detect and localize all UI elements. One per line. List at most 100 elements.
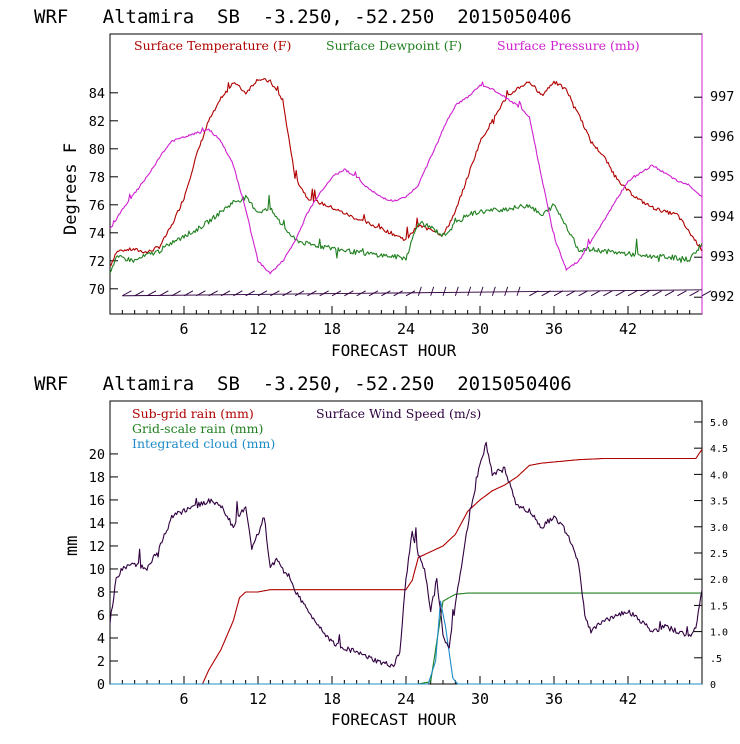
wind-barb <box>664 290 675 297</box>
bottom-y2-tick-label: 1.0 <box>710 628 728 639</box>
bottom-y-tick-label: 4 <box>97 631 105 647</box>
wind-barb <box>689 290 699 297</box>
bottom-series-sub-grid-rain-mm- <box>110 449 703 685</box>
wind-barb <box>171 290 181 297</box>
bottom-y2-tick-label: 5.0 <box>710 418 728 429</box>
wind-barb <box>405 290 416 297</box>
wind-barb <box>368 290 379 297</box>
bottom-y2-tick-label: 0 <box>710 680 716 691</box>
bottom-x-tick-label: 42 <box>619 690 637 708</box>
bottom-y-tick-label: 10 <box>89 562 105 578</box>
bottom-series-integrated-cloud-mm- <box>110 600 702 685</box>
bottom-x-tick-label: 24 <box>397 690 415 708</box>
wind-barb <box>516 286 521 296</box>
bottom-x-tick-label: 12 <box>249 690 267 708</box>
top-series-surface-temperature-f- <box>109 78 703 267</box>
wind-barb <box>590 290 601 297</box>
bottom-y-tick-label: 16 <box>89 493 105 509</box>
top-y-tick-label: 72 <box>89 254 105 270</box>
bottom-series-surface-wind-speed-m-s- <box>109 441 703 668</box>
bottom-y2-tick-label: 2.0 <box>710 575 728 586</box>
top-x-tick-label: 42 <box>619 320 637 338</box>
wind-barb <box>257 290 268 297</box>
wind-barb <box>652 290 662 297</box>
bottom-legend-integrated-cloud: Integrated cloud (mm) <box>132 436 275 451</box>
bottom-y2-tick-label: 3.0 <box>710 523 728 534</box>
wind-barb <box>146 290 157 297</box>
top-x-tick-label: 30 <box>471 320 489 338</box>
wind-barb <box>307 290 317 297</box>
wind-barb <box>294 290 305 297</box>
top-series-surface-pressure-mb- <box>109 81 703 275</box>
wind-barb <box>159 290 169 297</box>
wind-barb <box>603 290 613 297</box>
top-y-tick-label: 78 <box>89 170 105 186</box>
top-y-tick-label: 84 <box>89 86 105 102</box>
wind-barb <box>245 290 255 297</box>
top-y2-tick-label: 993 <box>710 249 734 265</box>
top-legend-pressure: Surface Pressure (mb) <box>497 38 640 53</box>
bottom-y-tick-label: 8 <box>97 585 105 601</box>
wind-barb <box>344 290 354 297</box>
top-y-tick-label: 74 <box>89 226 105 242</box>
bottom-y2-tick-label: 2.5 <box>710 549 728 560</box>
wind-barb <box>122 290 132 297</box>
top-x-tick-label: 36 <box>545 320 563 338</box>
bottom-y-tick-label: 6 <box>97 608 105 624</box>
wind-barb <box>677 290 687 297</box>
wind-barb <box>566 290 576 297</box>
bottom-y-tick-label: 0 <box>97 677 105 693</box>
top-series-surface-dewpoint-f- <box>109 194 703 274</box>
wind-barb <box>282 290 292 297</box>
wind-barb <box>134 290 144 297</box>
wind-barb <box>615 290 625 297</box>
bottom-x-tick-label: 6 <box>179 690 188 708</box>
bottom-y2-tick-label: 3.5 <box>710 497 728 508</box>
top-x-tick-label: 24 <box>397 320 415 338</box>
bottom-legend-subgrid-rain: Sub-grid rain (mm) <box>132 406 254 421</box>
wind-barb <box>270 290 280 297</box>
wind-barb <box>196 290 206 297</box>
top-y-tick-label: 76 <box>89 198 105 214</box>
wind-barb <box>454 286 459 296</box>
bottom-legend-gridscale-rain: Grid-scale rain (mm) <box>132 421 263 436</box>
bottom-y-tick-label: 18 <box>89 470 105 486</box>
wind-barb <box>393 290 403 297</box>
wind-barb <box>442 286 447 296</box>
wind-barb <box>331 290 342 297</box>
bottom-x-tick-label: 30 <box>471 690 489 708</box>
top-y2-tick-label: 992 <box>710 289 734 305</box>
wind-barb <box>627 290 638 297</box>
bottom-y-tick-label: 2 <box>97 654 105 670</box>
wind-barb <box>529 290 539 297</box>
wind-barb <box>430 286 435 296</box>
wind-barb <box>640 290 650 297</box>
bottom-y-axis-label: mm <box>62 536 82 556</box>
top-x-tick-label: 6 <box>179 320 188 338</box>
bottom-y2-tick-label: 1.5 <box>710 601 728 612</box>
top-y2-tick-label: 995 <box>710 169 734 185</box>
top-y-tick-label: 82 <box>89 114 105 130</box>
bottom-y2-tick-label: 4.0 <box>710 470 728 481</box>
wind-barb <box>233 290 243 297</box>
top-plot-area: 6 12 18 24 30 36 42 70 72 74 76 78 80 82 84 992 993 994 99… <box>89 33 734 338</box>
wind-barb <box>578 290 588 297</box>
wind-barb <box>417 286 422 296</box>
top-y-tick-label: 80 <box>89 142 105 158</box>
top-chart-header: WRF Altamira SB -3.250, -52.250 20150504… <box>34 6 572 28</box>
top-y2-tick-label: 994 <box>710 209 734 225</box>
top-y-tick-label: 70 <box>89 282 105 298</box>
wind-barb <box>356 290 366 297</box>
bottom-x-axis-label: FORECAST HOUR <box>331 710 457 729</box>
bottom-y2-tick-label: .5 <box>710 654 722 665</box>
bottom-y-tick-label: 14 <box>89 516 105 532</box>
wind-barb <box>220 290 231 297</box>
top-legend-temperature: Surface Temperature (F) <box>134 38 291 53</box>
wind-barb <box>553 290 564 297</box>
bottom-plot-area: 6 12 18 24 30 36 42024681012141618200.51.01.52… <box>89 400 728 708</box>
top-x-tick-label: 18 <box>323 320 341 338</box>
bottom-x-tick-label: 18 <box>323 690 341 708</box>
wind-barb <box>319 290 329 297</box>
